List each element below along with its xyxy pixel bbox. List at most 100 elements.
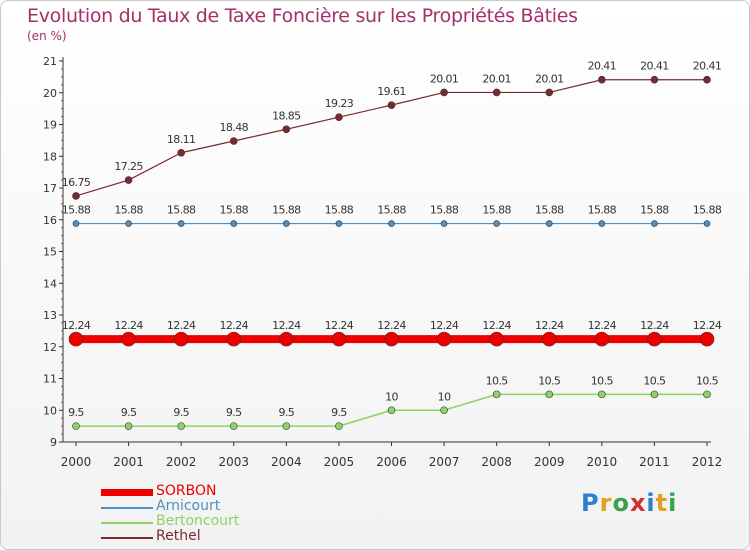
x-tick-label: 2005 [324,455,355,469]
data-label-bertoncourt: 9.5 [173,406,189,419]
data-point-sorbon [226,331,242,347]
data-label-bertoncourt: 10 [385,390,398,403]
legend-swatch-arnicourt [101,507,153,509]
data-point-arnicourt [177,220,185,227]
data-point-arnicourt [545,220,553,227]
data-label-arnicourt: 15.88 [272,204,301,217]
data-point-bertoncourt [598,390,606,399]
data-point-arnicourt [125,220,132,227]
data-label-sorbon: 12.24 [377,319,406,332]
legend-swatch-bertoncourt [101,522,153,524]
data-label-arnicourt: 15.88 [535,204,564,217]
data-point-bertoncourt [650,390,659,399]
data-point-arnicourt [335,220,343,227]
data-point-rethel [492,88,501,97]
data-point-arnicourt [283,220,290,227]
y-tick-label: 9 [50,436,57,449]
legend-swatch-rethel [101,537,153,539]
data-point-arnicourt [651,220,658,227]
data-point-bertoncourt [387,406,396,415]
legend-label-bertoncourt: Bertoncourt [156,513,240,529]
x-tick-label: 2008 [481,455,512,469]
data-point-arnicourt [598,220,606,227]
data-point-rethel [282,125,291,134]
data-label-bertoncourt: 9.5 [331,406,347,419]
x-tick-label: 2011 [639,455,670,469]
data-label-bertoncourt: 10.5 [696,374,719,387]
data-label-bertoncourt: 10.5 [486,374,509,387]
data-point-rethel [387,101,396,109]
data-label-sorbon: 12.24 [220,319,249,332]
data-label-rethel: 17.25 [114,160,143,173]
data-point-sorbon [541,331,557,347]
data-label-arnicourt: 15.88 [114,204,143,217]
x-tick-label: 2000 [61,455,92,469]
data-label-rethel: 20.41 [693,60,722,73]
data-label-rethel: 16.75 [62,176,91,189]
data-label-arnicourt: 15.88 [693,204,722,217]
data-label-rethel: 18.11 [167,133,196,146]
y-tick-label: 15 [43,246,57,259]
x-tick-label: 2006 [376,455,407,469]
data-label-sorbon: 12.24 [114,319,143,332]
data-point-arnicourt [440,220,448,227]
data-label-arnicourt: 15.88 [482,204,511,217]
data-label-bertoncourt: 10.5 [643,374,666,387]
data-point-sorbon [173,331,189,347]
y-tick-label: 20 [43,87,57,100]
data-label-sorbon: 12.24 [272,319,301,332]
data-label-arnicourt: 15.88 [325,204,354,217]
x-tick-label: 2012 [692,455,723,469]
data-point-bertoncourt [335,422,343,430]
x-tick-label: 2002 [166,455,197,469]
data-label-rethel: 20.01 [535,72,564,85]
data-label-sorbon: 12.24 [325,319,354,332]
data-label-bertoncourt: 9.5 [278,406,294,419]
data-point-sorbon [489,331,504,347]
data-label-arnicourt: 15.88 [220,204,249,217]
data-label-arnicourt: 15.88 [377,204,406,217]
data-point-rethel [598,75,606,84]
y-tick-label: 12 [43,341,57,354]
x-tick-label: 2003 [218,455,249,469]
logo-letter: t [655,489,669,517]
data-label-rethel: 18.48 [220,121,249,134]
data-point-arnicourt [703,220,711,227]
data-point-sorbon [121,331,136,347]
chart-title: Evolution du Taux de Taxe Foncière sur l… [27,5,578,27]
data-label-sorbon: 12.24 [482,319,511,332]
logo-letter: r [599,489,613,517]
data-point-bertoncourt [177,422,185,430]
y-tick-label: 10 [43,404,57,417]
data-point-rethel [124,176,133,184]
data-label-arnicourt: 15.88 [640,204,669,217]
data-point-sorbon [594,331,610,347]
data-point-bertoncourt [72,422,80,430]
y-tick-label: 18 [43,150,57,163]
data-label-arnicourt: 15.88 [430,204,459,217]
data-label-rethel: 20.01 [430,72,459,85]
data-label-rethel: 20.01 [482,72,511,85]
x-tick-label: 2004 [271,455,302,469]
logo-letter: P [581,489,600,517]
data-point-rethel [440,88,448,97]
data-point-rethel [335,113,343,121]
data-point-bertoncourt [545,390,554,399]
x-tick-label: 2009 [534,455,565,469]
data-point-sorbon [647,331,662,347]
data-point-rethel [229,137,238,145]
proxiti-logo: Proxiti [581,489,677,517]
data-label-rethel: 20.41 [588,60,617,73]
data-point-sorbon [436,331,452,347]
data-label-bertoncourt: 9.5 [121,406,137,419]
data-point-rethel [177,148,185,157]
data-point-bertoncourt [229,422,238,430]
data-point-sorbon [279,331,294,347]
data-point-sorbon [699,331,715,347]
data-label-bertoncourt: 9.5 [68,406,84,419]
y-tick-label: 16 [43,214,57,227]
data-point-rethel [72,192,80,200]
x-tick-label: 2001 [113,455,144,469]
data-point-sorbon [384,331,399,347]
